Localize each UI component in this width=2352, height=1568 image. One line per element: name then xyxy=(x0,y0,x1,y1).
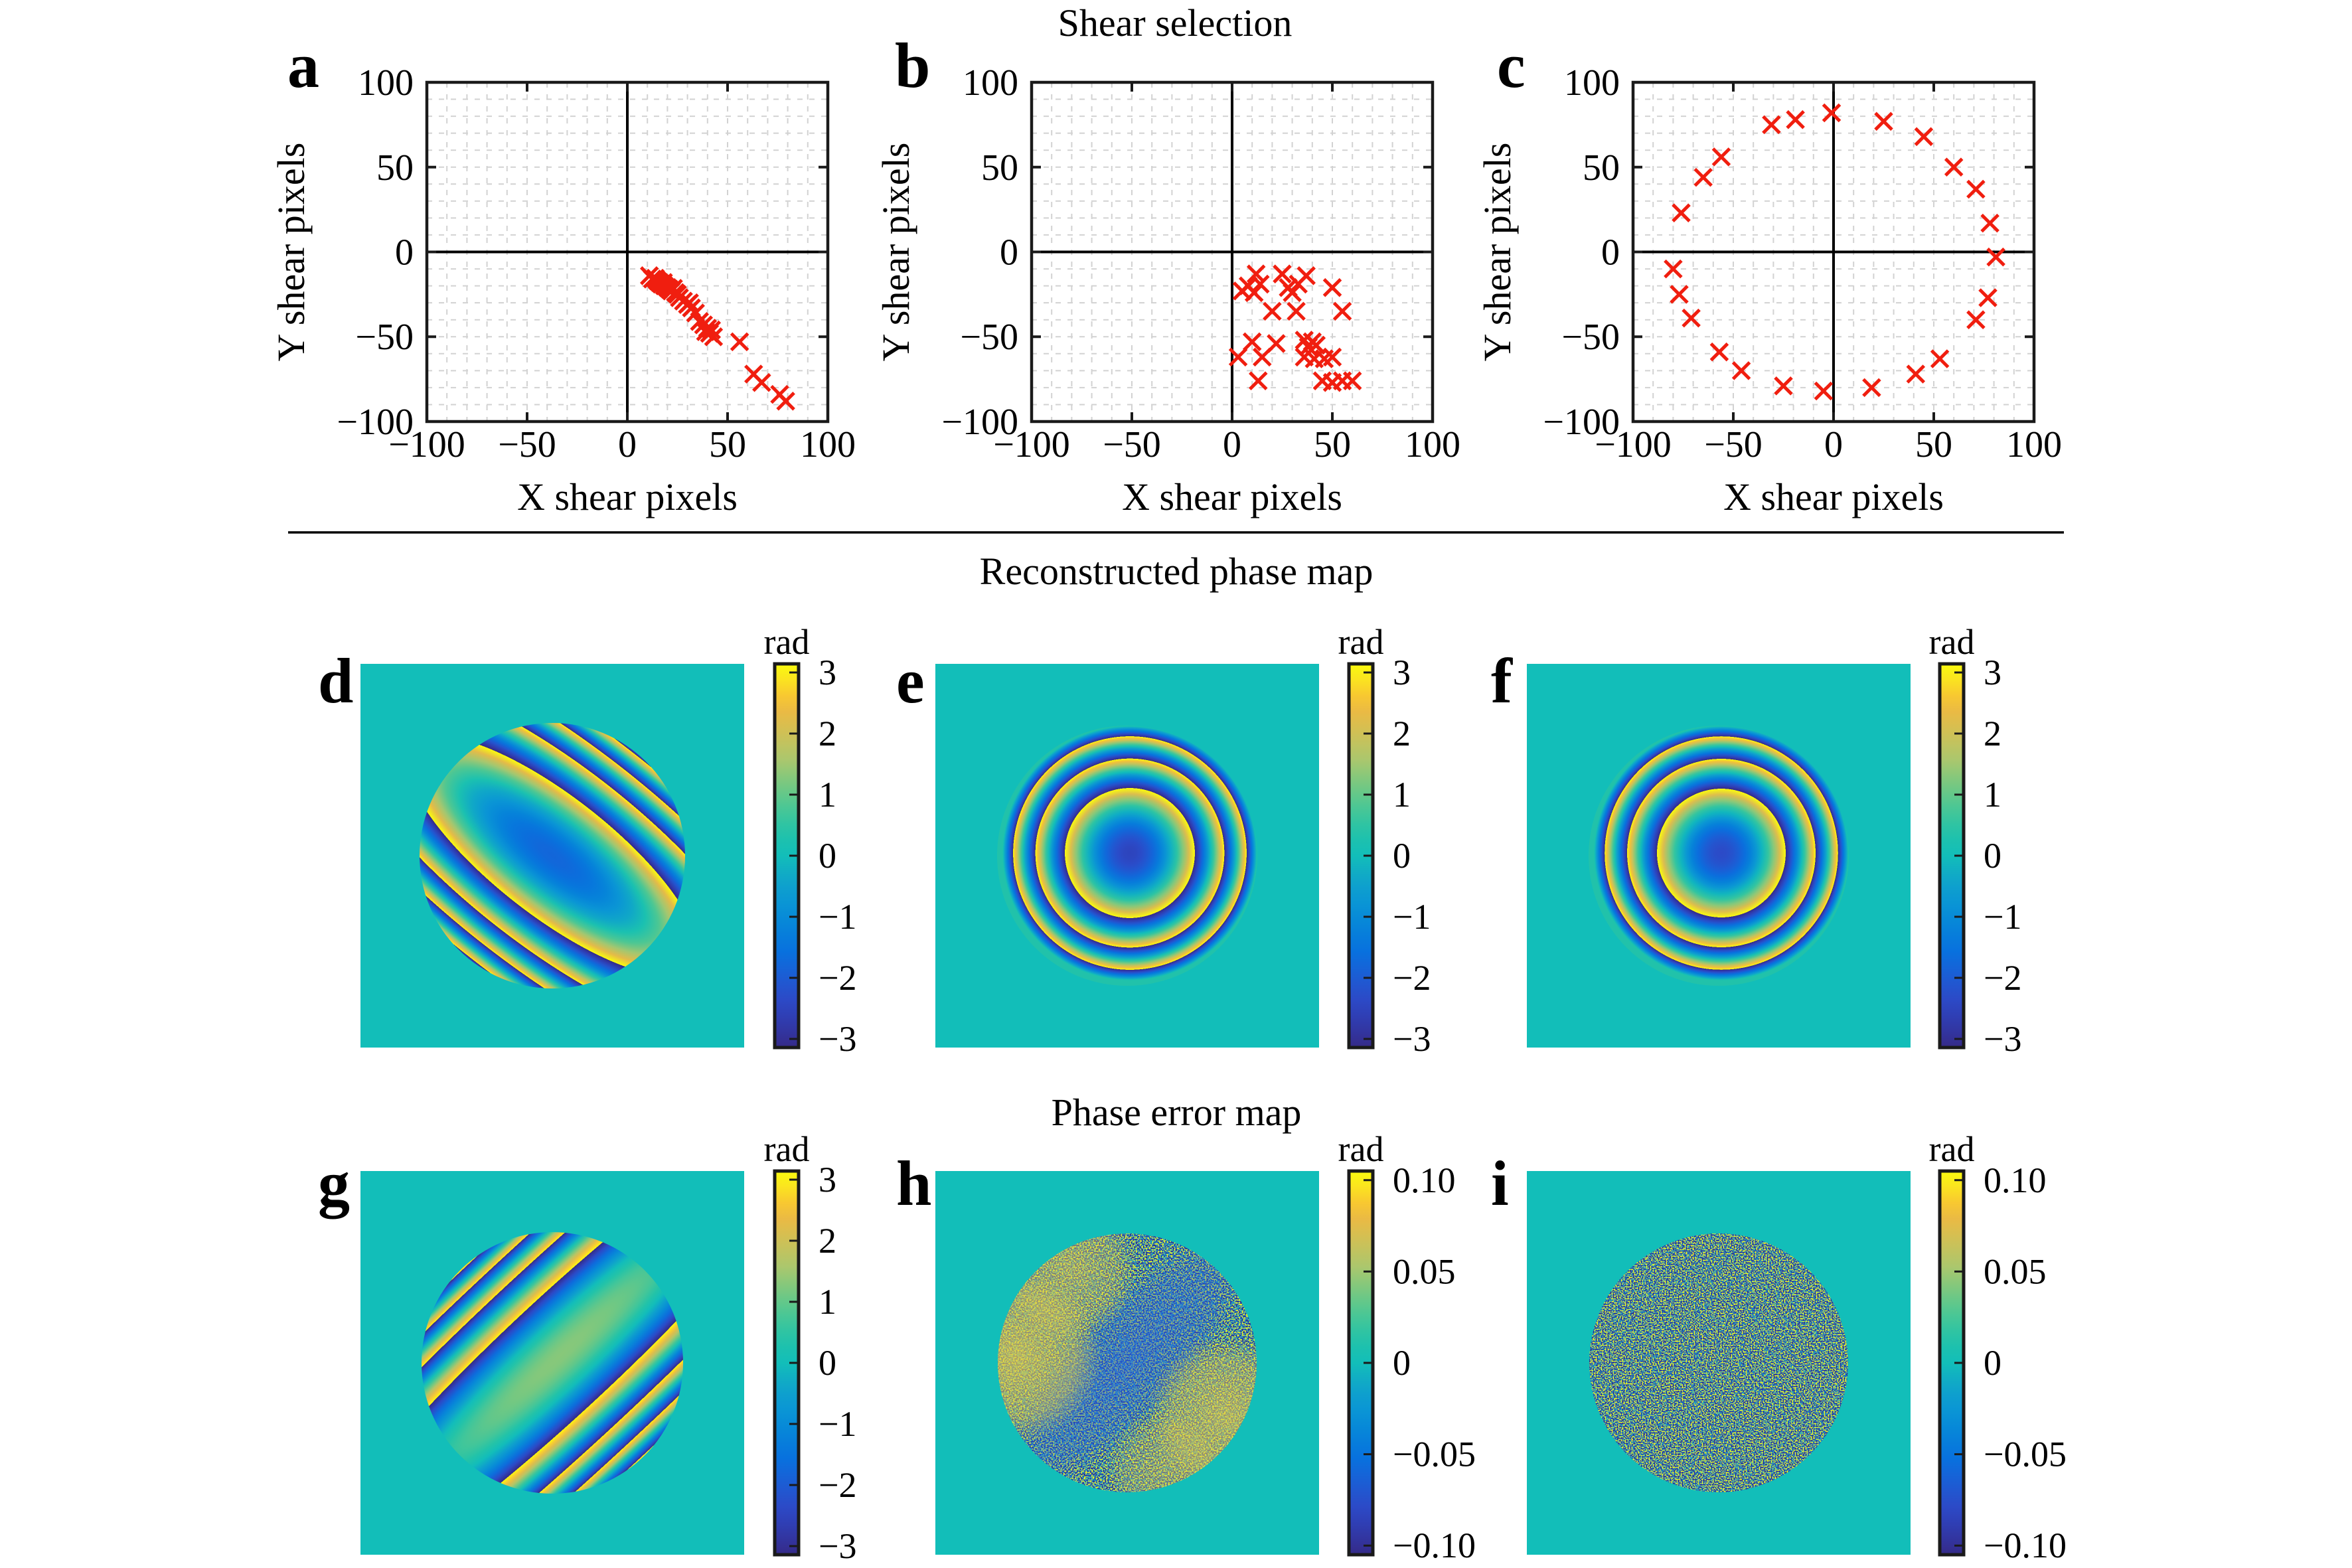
svg-text:Y shear pixels: Y shear pixels xyxy=(1476,143,1519,362)
svg-text:100: 100 xyxy=(1405,424,1460,465)
svg-text:0.10: 0.10 xyxy=(1984,1160,2047,1200)
svg-text:−100: −100 xyxy=(1543,402,1620,443)
svg-text:2: 2 xyxy=(1984,714,2001,753)
svg-text:100: 100 xyxy=(1564,62,1620,104)
svg-text:2: 2 xyxy=(1393,714,1411,753)
svg-text:50: 50 xyxy=(981,147,1018,189)
svg-text:100: 100 xyxy=(358,62,414,104)
svg-text:i: i xyxy=(1491,1148,1509,1219)
svg-text:0: 0 xyxy=(1601,232,1620,274)
svg-text:50: 50 xyxy=(1915,424,1952,465)
svg-text:d: d xyxy=(318,645,353,716)
svg-text:0: 0 xyxy=(819,1343,836,1383)
svg-text:g: g xyxy=(318,1148,350,1219)
svg-text:rad: rad xyxy=(1338,622,1384,662)
svg-text:−3: −3 xyxy=(1393,1019,1431,1059)
svg-text:−50: −50 xyxy=(1704,424,1763,465)
svg-text:rad: rad xyxy=(764,1129,810,1169)
svg-text:0: 0 xyxy=(395,232,414,274)
svg-text:−100: −100 xyxy=(1595,424,1672,465)
svg-text:100: 100 xyxy=(800,424,856,465)
svg-text:0.10: 0.10 xyxy=(1393,1160,1456,1200)
svg-text:Y shear pixels: Y shear pixels xyxy=(270,143,313,362)
svg-text:Reconstructed phase map: Reconstructed phase map xyxy=(980,550,1373,593)
svg-text:−100: −100 xyxy=(337,402,414,443)
svg-text:2: 2 xyxy=(819,1221,836,1261)
svg-text:−2: −2 xyxy=(819,958,856,998)
svg-text:2: 2 xyxy=(819,714,836,753)
svg-text:1: 1 xyxy=(1393,775,1411,815)
svg-text:0: 0 xyxy=(1393,1343,1411,1383)
svg-text:0: 0 xyxy=(819,836,836,876)
svg-text:0: 0 xyxy=(1984,1343,2001,1383)
svg-text:3: 3 xyxy=(819,1160,836,1200)
svg-text:0: 0 xyxy=(1984,836,2001,876)
svg-text:rad: rad xyxy=(764,622,810,662)
svg-text:−50: −50 xyxy=(498,424,556,465)
svg-text:−3: −3 xyxy=(1984,1019,2021,1059)
svg-text:3: 3 xyxy=(1984,653,2001,692)
svg-text:−100: −100 xyxy=(388,424,465,465)
svg-text:X shear pixels: X shear pixels xyxy=(1122,475,1342,518)
svg-text:0.05: 0.05 xyxy=(1984,1251,2047,1291)
svg-text:−100: −100 xyxy=(941,402,1018,443)
svg-text:rad: rad xyxy=(1338,1129,1384,1169)
svg-text:50: 50 xyxy=(1314,424,1351,465)
svg-text:X shear pixels: X shear pixels xyxy=(1723,475,1944,518)
svg-text:f: f xyxy=(1491,645,1513,716)
svg-text:−0.05: −0.05 xyxy=(1984,1435,2067,1474)
svg-text:1: 1 xyxy=(819,1282,836,1322)
svg-text:0: 0 xyxy=(1000,232,1018,274)
svg-text:−0.10: −0.10 xyxy=(1984,1526,2067,1565)
svg-text:0.05: 0.05 xyxy=(1393,1251,1456,1291)
svg-text:3: 3 xyxy=(1393,653,1411,692)
svg-text:c: c xyxy=(1497,30,1526,101)
svg-text:50: 50 xyxy=(709,424,746,465)
svg-text:50: 50 xyxy=(1583,147,1620,189)
svg-text:0: 0 xyxy=(618,424,637,465)
svg-text:−1: −1 xyxy=(1393,897,1431,937)
svg-text:−2: −2 xyxy=(819,1465,856,1505)
svg-text:50: 50 xyxy=(376,147,414,189)
svg-text:0: 0 xyxy=(1393,836,1411,876)
svg-text:100: 100 xyxy=(2006,424,2062,465)
svg-text:100: 100 xyxy=(963,62,1018,104)
svg-text:Y shear pixels: Y shear pixels xyxy=(874,143,917,362)
svg-text:−50: −50 xyxy=(355,317,414,358)
svg-text:e: e xyxy=(896,645,925,716)
svg-text:−50: −50 xyxy=(960,317,1018,358)
svg-text:Phase error map: Phase error map xyxy=(1052,1091,1302,1134)
svg-text:b: b xyxy=(895,30,930,101)
svg-text:1: 1 xyxy=(819,775,836,815)
svg-text:−3: −3 xyxy=(819,1526,856,1566)
svg-text:−50: −50 xyxy=(1561,317,1620,358)
svg-text:−0.10: −0.10 xyxy=(1393,1526,1476,1565)
svg-text:3: 3 xyxy=(819,653,836,692)
svg-text:rad: rad xyxy=(1929,1129,1975,1169)
svg-text:−3: −3 xyxy=(819,1019,856,1059)
svg-text:−2: −2 xyxy=(1393,958,1431,998)
svg-text:−1: −1 xyxy=(819,897,856,937)
svg-text:0: 0 xyxy=(1824,424,1843,465)
svg-text:0: 0 xyxy=(1223,424,1241,465)
svg-text:rad: rad xyxy=(1929,622,1975,662)
svg-text:h: h xyxy=(896,1148,931,1219)
svg-text:−1: −1 xyxy=(819,1404,856,1444)
svg-text:−2: −2 xyxy=(1984,958,2021,998)
svg-text:−0.05: −0.05 xyxy=(1393,1435,1476,1474)
svg-text:−100: −100 xyxy=(993,424,1070,465)
svg-text:1: 1 xyxy=(1984,775,2001,815)
svg-text:−1: −1 xyxy=(1984,897,2021,937)
svg-text:a: a xyxy=(287,30,319,101)
svg-text:X shear pixels: X shear pixels xyxy=(517,475,738,518)
svg-text:−50: −50 xyxy=(1103,424,1161,465)
svg-text:Shear selection: Shear selection xyxy=(1058,1,1293,44)
